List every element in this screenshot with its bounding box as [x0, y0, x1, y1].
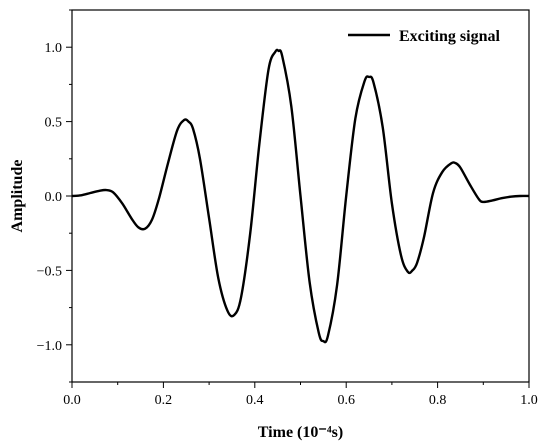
- y-tick-label: 0.0: [45, 190, 63, 205]
- y-tick-label: 1.0: [45, 41, 63, 56]
- y-tick-label: 0.5: [45, 116, 63, 131]
- x-tick-label: 0.0: [63, 393, 81, 408]
- y-axis-title: Amplitude: [9, 160, 26, 233]
- x-tick-label: 0.8: [429, 393, 447, 408]
- x-tick-label: 0.4: [246, 393, 264, 408]
- series-line-exciting-signal: [71, 48, 530, 344]
- x-tick-label: 0.6: [337, 393, 355, 408]
- x-axis-title: Time (10⁻⁴s): [258, 424, 343, 441]
- x-tick-label: 1.0: [520, 393, 538, 408]
- legend-label: Exciting signal: [399, 28, 500, 45]
- y-tick-label: −0.5: [37, 264, 62, 279]
- x-tick-label: 0.2: [155, 393, 173, 408]
- y-tick-label: −1.0: [37, 339, 62, 354]
